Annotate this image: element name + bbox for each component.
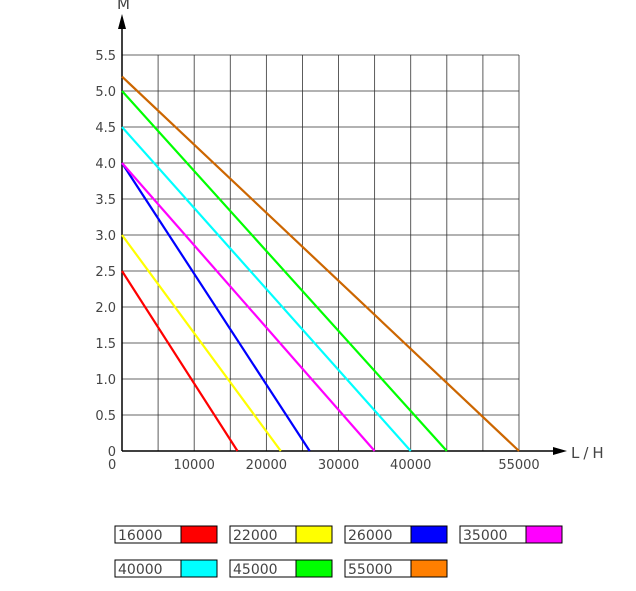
series-line-22000 [121, 234, 282, 452]
series-line-35000 [121, 162, 376, 452]
series-line-40000 [121, 126, 412, 452]
legend-label: 26000 [348, 528, 393, 544]
y-tick-label: 1.0 [95, 373, 116, 388]
y-tick-label: 1.5 [95, 337, 116, 352]
legend-item: 35000 [459, 525, 563, 544]
tick-labels: 0 0.5 1.0 1.5 2.0 2.5 3.0 3.5 4.0 4.5 5.0 5.5 0 10000… [95, 49, 539, 473]
y-tick-label: 2.0 [95, 301, 116, 316]
y-tick-label: 3.5 [95, 193, 116, 208]
legend-label: 45000 [233, 562, 278, 578]
y-tick-label: 4.0 [95, 157, 116, 172]
legend-swatch [295, 559, 333, 578]
x-tick-label: 55000 [498, 458, 539, 473]
legend-swatch [410, 525, 448, 544]
y-tick-label: 5.5 [95, 49, 116, 64]
legend-swatch [295, 525, 333, 544]
y-tick-label: 4.5 [95, 121, 116, 136]
legend-item: 26000 [344, 525, 448, 544]
y-tick-label: 2.5 [95, 265, 116, 280]
legend-label: 22000 [233, 528, 278, 544]
legend-swatch [180, 525, 218, 544]
series-line-16000 [121, 270, 239, 452]
y-tick-label: 0 [108, 445, 116, 460]
series-line-55000 [121, 75, 520, 452]
x-axis-arrow-icon [553, 447, 567, 455]
legend-swatch [180, 559, 218, 578]
legend-label: 40000 [118, 562, 163, 578]
legend-item: 22000 [229, 525, 333, 544]
legend-swatch [525, 525, 563, 544]
series [121, 75, 520, 452]
legend-item: 45000 [229, 559, 333, 578]
axes: L/H M [117, 0, 608, 462]
x-tick-label: 20000 [246, 458, 287, 473]
y-axis-label: M [117, 0, 130, 13]
series-line-45000 [121, 90, 448, 452]
legend-label: 16000 [118, 528, 163, 544]
legend-swatch [410, 559, 448, 578]
x-tick-label: 0 [108, 458, 116, 473]
legend-label: 35000 [463, 528, 508, 544]
y-tick-label: 5.0 [95, 85, 116, 100]
x-tick-label: 10000 [174, 458, 215, 473]
legend-label: 55000 [348, 562, 393, 578]
y-tick-label: 0.5 [95, 409, 116, 424]
y-tick-label: 3.0 [95, 229, 116, 244]
x-axis-label: L/H [571, 444, 608, 462]
x-tick-label: 40000 [390, 458, 431, 473]
series-line-26000 [121, 162, 311, 452]
x-tick-label: 30000 [318, 458, 359, 473]
y-axis-arrow-icon [118, 14, 126, 29]
legend-item: 55000 [344, 559, 448, 578]
legend-item: 16000 [114, 525, 218, 544]
legend: 16000 22000 26000 35000 40000 45000 55000 [114, 525, 563, 578]
legend-item: 40000 [114, 559, 218, 578]
